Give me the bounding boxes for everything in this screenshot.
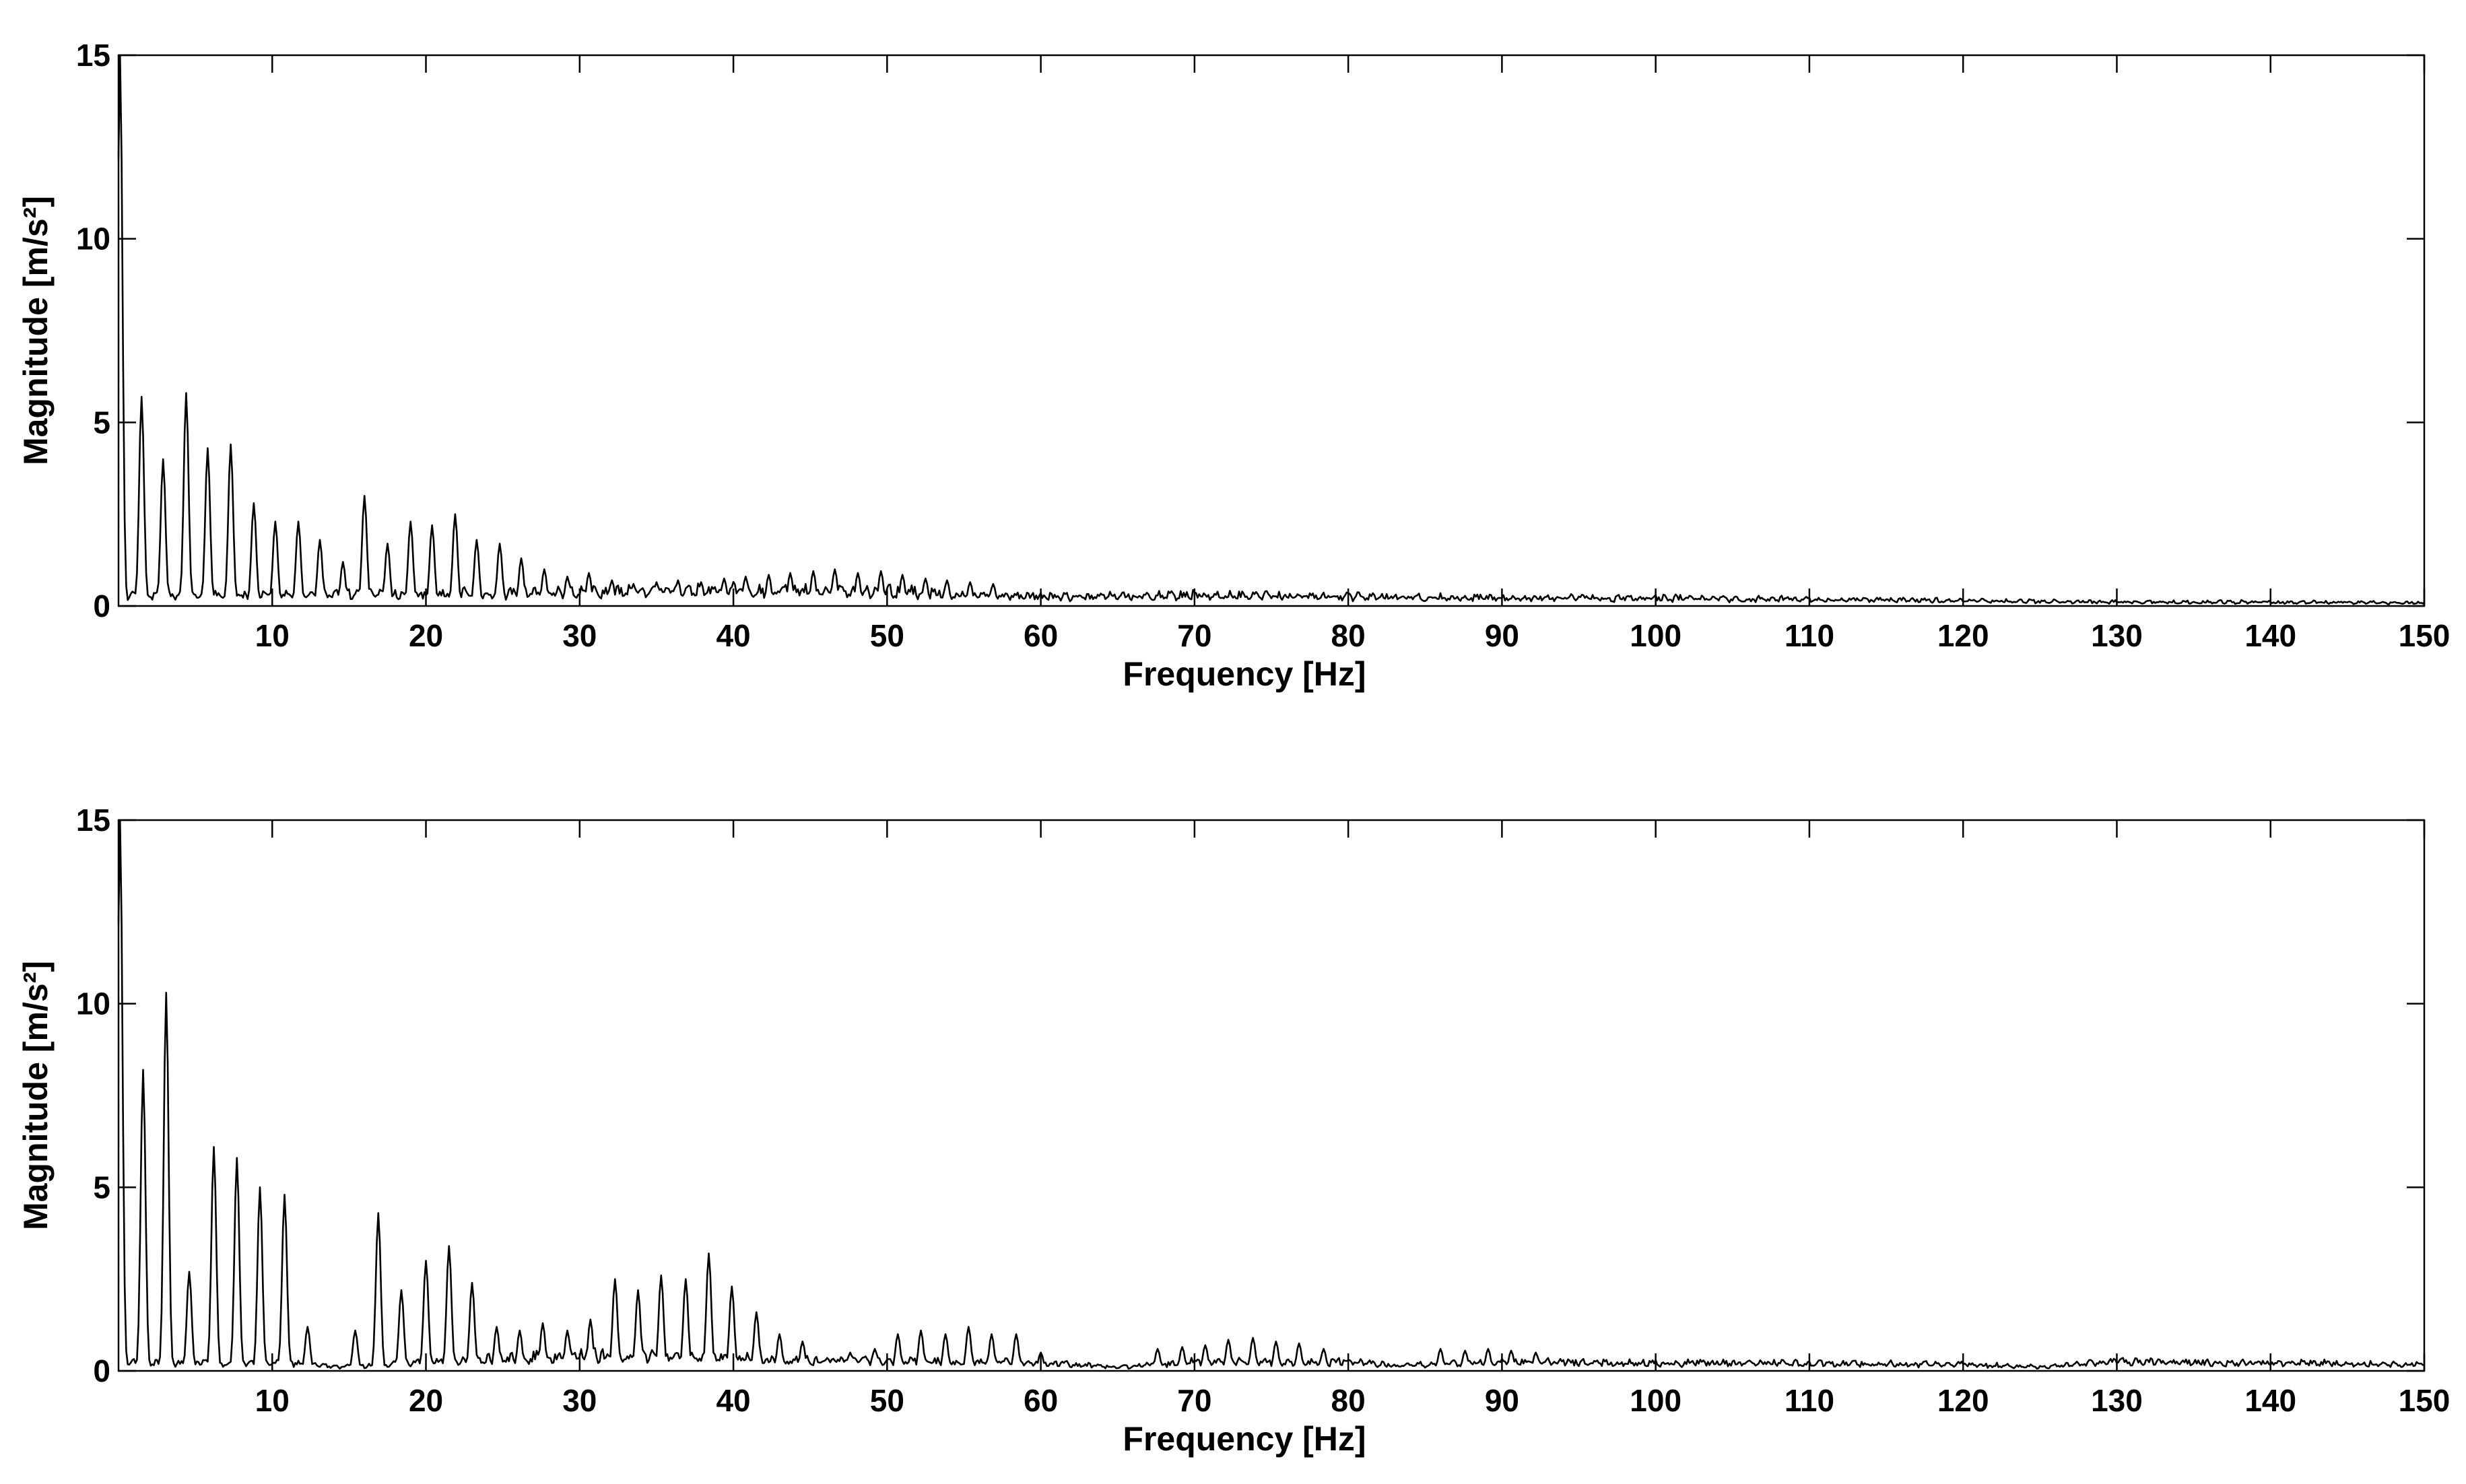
x-tick-label: 70 xyxy=(1177,618,1211,653)
y-tick-label: 10 xyxy=(76,222,110,257)
x-tick-label: 30 xyxy=(562,1383,597,1418)
x-tick-label: 150 xyxy=(2399,1383,2451,1418)
x-axis-label: Frequency [Hz] xyxy=(1123,1420,1366,1458)
x-tick-label: 10 xyxy=(255,1383,290,1418)
y-tick-label: 5 xyxy=(93,1170,110,1205)
y-axis-label: Magnitude [m/s²] xyxy=(17,961,55,1230)
x-tick-label: 50 xyxy=(870,1383,904,1418)
x-tick-label: 70 xyxy=(1177,1383,1211,1418)
x-tick-label: 140 xyxy=(2244,1383,2296,1418)
spectrum-series-line xyxy=(117,54,2425,605)
y-tick-label: 10 xyxy=(76,986,110,1021)
x-tick-label: 120 xyxy=(1937,618,1989,653)
x-tick-label: 110 xyxy=(1785,1383,1834,1418)
y-tick-label: 15 xyxy=(76,803,110,838)
x-tick-label: 10 xyxy=(255,618,290,653)
x-tick-label: 80 xyxy=(1331,1383,1366,1418)
x-tick-label: 120 xyxy=(1937,1383,1989,1418)
x-tick-label: 140 xyxy=(2244,618,2296,653)
x-tick-label: 20 xyxy=(409,618,443,653)
chart-panel-1: 10 20 30 40 50 60 70 80 90 100 110 120 130 140 150 0 5 10… xyxy=(17,38,2450,693)
x-tick-label: 20 xyxy=(409,1383,443,1418)
plot-frame xyxy=(117,819,2426,1372)
x-axis-label: Frequency [Hz] xyxy=(1123,655,1366,693)
x-tick-label: 30 xyxy=(562,618,597,653)
y-tick-label: 0 xyxy=(93,588,110,623)
x-tick-label: 90 xyxy=(1485,1383,1519,1418)
x-tick-label: 130 xyxy=(2091,618,2143,653)
spectrum-series-line xyxy=(117,819,2425,1370)
x-tick-label: 150 xyxy=(2399,618,2451,653)
x-tick-label: 100 xyxy=(1630,1383,1681,1418)
y-tick-label: 5 xyxy=(93,405,110,440)
x-tick-label: 40 xyxy=(716,1383,750,1418)
x-tick-label: 80 xyxy=(1331,618,1366,653)
x-tick-label: 60 xyxy=(1024,618,1058,653)
x-tick-label: 90 xyxy=(1485,618,1519,653)
x-tick-label: 50 xyxy=(870,618,904,653)
x-tick-label: 100 xyxy=(1630,618,1681,653)
y-tick-label: 0 xyxy=(93,1353,110,1388)
x-tick-label: 130 xyxy=(2091,1383,2143,1418)
x-tick-label: 40 xyxy=(716,618,750,653)
x-tick-label: 110 xyxy=(1785,618,1834,653)
y-axis-label: Magnitude [m/s²] xyxy=(17,196,55,465)
chart-panel-2: 10 20 30 40 50 60 70 80 90 100 110 120 130 140 150 0 5 10… xyxy=(17,803,2450,1458)
y-tick-label: 15 xyxy=(76,38,110,73)
plot-frame xyxy=(117,54,2426,607)
x-tick-label: 60 xyxy=(1024,1383,1058,1418)
